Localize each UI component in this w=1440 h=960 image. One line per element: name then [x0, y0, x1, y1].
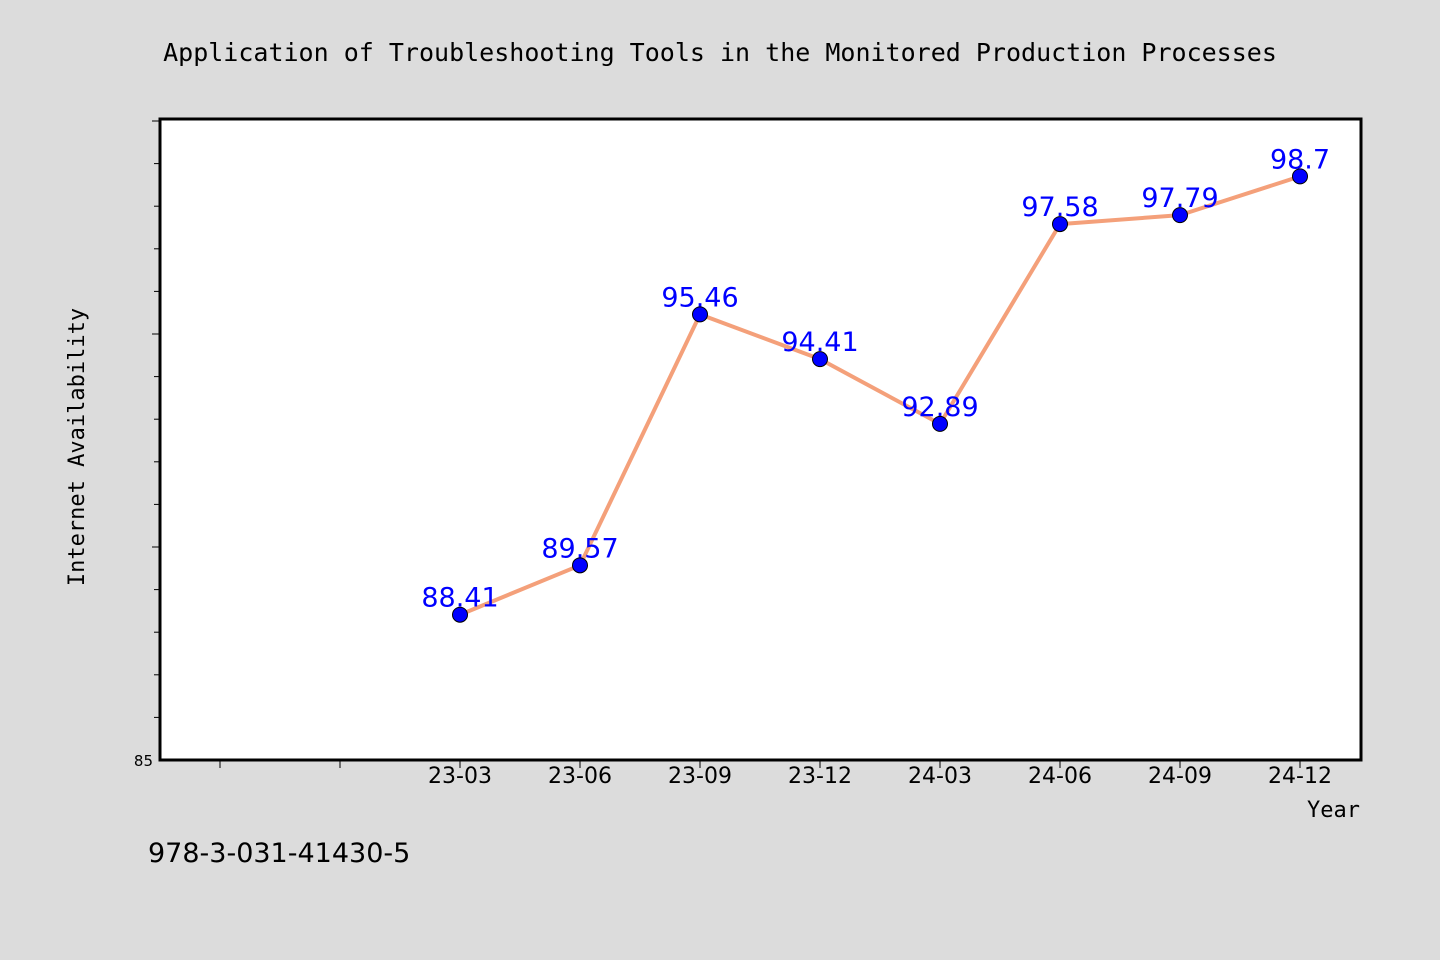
data-point — [692, 306, 708, 323]
x-tick-labels: 23-03 23-06 23-09 23-12 24-03 24-06 24-09 24-12 — [428, 764, 1332, 789]
x-tick-label: 23-06 — [548, 764, 612, 789]
y-axis-label: Internet Availability — [65, 308, 90, 586]
data-point — [1052, 216, 1068, 233]
data-point — [452, 606, 468, 623]
x-tick-label: 23-09 — [668, 764, 732, 789]
x-tick-label: 24-06 — [1028, 764, 1092, 789]
plot-area — [158, 117, 1363, 762]
x-tick-label: 24-03 — [908, 764, 972, 789]
x-tick-label: 23-12 — [788, 764, 852, 789]
footer-text: 978-3-031-41430-5 — [148, 838, 410, 869]
data-point — [812, 351, 828, 368]
data-label: 97.79 — [1141, 183, 1218, 214]
x-tick-label: 23-03 — [428, 764, 492, 789]
x-tick-label: 24-12 — [1268, 764, 1332, 789]
data-point — [572, 557, 588, 574]
data-point — [1172, 207, 1188, 224]
chart-title: Application of Troubleshooting Tools in … — [163, 38, 1277, 67]
x-axis-label: Year — [1307, 798, 1360, 823]
data-point — [932, 415, 948, 432]
data-label: 94.41 — [781, 327, 858, 358]
x-axis-ticks — [219, 760, 1301, 768]
y-tick-label: 85 — [134, 752, 153, 770]
data-label: 98.7 — [1270, 144, 1330, 175]
series-layer: 88.41 89.57 95.46 94.41 92.89 97.58 97.79 98.7 — [421, 144, 1330, 623]
y-axis-ticks — [152, 120, 160, 718]
data-label: 95.46 — [661, 282, 738, 313]
data-label: 92.89 — [901, 392, 978, 423]
series-line — [459, 174, 1301, 617]
data-label: 97.58 — [1021, 192, 1098, 223]
x-tick-label: 24-09 — [1148, 764, 1212, 789]
data-label: 88.41 — [421, 583, 498, 614]
data-label: 89.57 — [541, 533, 618, 564]
data-point — [1292, 168, 1308, 185]
